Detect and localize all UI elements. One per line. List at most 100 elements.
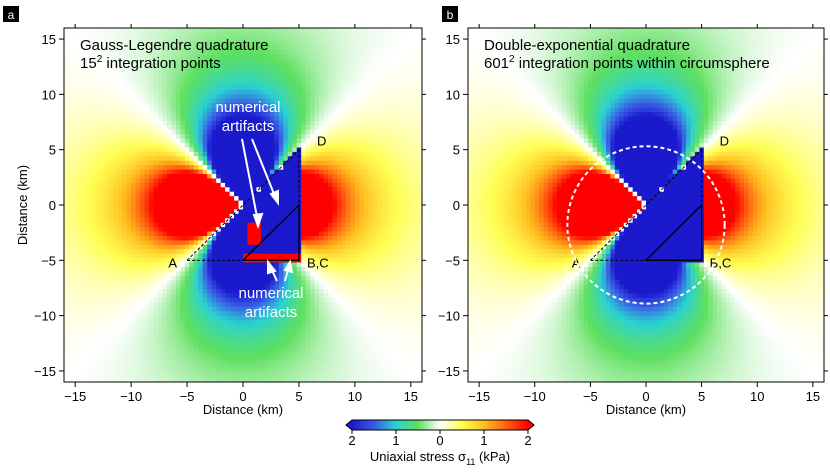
heatmap-cell (166, 156, 172, 162)
heatmap-cell (359, 138, 365, 144)
heatmap-cell (305, 280, 311, 286)
heatmap-cell (86, 129, 92, 135)
heatmap-cell (386, 58, 392, 64)
heatmap-cell (104, 187, 110, 193)
heatmap-cell (68, 235, 74, 241)
heatmap-cell (238, 76, 244, 82)
heatmap-cell (319, 227, 325, 233)
heatmap-cell (274, 103, 280, 109)
heatmap-cell (377, 297, 383, 303)
heatmap-cell (95, 103, 101, 109)
heatmap-cell (372, 72, 378, 78)
heatmap-cell (359, 67, 365, 73)
heatmap-cell (104, 174, 110, 180)
heatmap-cell (113, 222, 119, 228)
heatmap-cell (372, 174, 378, 180)
heatmap-cell (131, 196, 137, 202)
heatmap-cell (408, 160, 414, 166)
heatmap-cell (243, 32, 249, 38)
heatmap-cell (64, 222, 70, 228)
heatmap-cell (144, 235, 150, 241)
heatmap-cell (328, 191, 334, 197)
heatmap-cell (140, 129, 146, 135)
heatmap-cell (64, 76, 70, 82)
heatmap-cell (184, 266, 190, 272)
heatmap-cell (68, 89, 74, 95)
heatmap-cell (171, 138, 177, 144)
heatmap-cell (229, 271, 235, 277)
heatmap-cell (363, 134, 369, 140)
heatmap-cell (189, 227, 195, 233)
heatmap-cell (64, 249, 70, 255)
heatmap-cell (399, 293, 405, 299)
heatmap-cell (234, 81, 240, 87)
heatmap-cell (256, 182, 262, 188)
heatmap-cell (117, 297, 123, 303)
heatmap-cell (256, 262, 262, 268)
heatmap-cell (305, 85, 311, 91)
heatmap-cell (413, 249, 419, 255)
heatmap-cell (372, 147, 378, 153)
heatmap-cell (68, 262, 74, 268)
heatmap-cell (166, 94, 172, 100)
heatmap-cell (99, 169, 105, 175)
heatmap-cell (90, 297, 96, 303)
heatmap-cell (140, 94, 146, 100)
heatmap-cell (184, 58, 190, 64)
heatmap-cell (390, 213, 396, 219)
heatmap-cell (305, 116, 311, 122)
heatmap-cell (72, 262, 79, 268)
heatmap-cell (363, 143, 369, 149)
heatmap-cell (319, 67, 325, 73)
heatmap-cell (354, 72, 360, 78)
heatmap-cell (149, 156, 155, 162)
heatmap-cell (359, 297, 365, 303)
heatmap-cell (413, 89, 419, 95)
heatmap-cell (395, 209, 401, 215)
heatmap-cell (175, 271, 181, 277)
heatmap-cell (359, 169, 365, 175)
heatmap-cell (202, 103, 208, 109)
heatmap-cell (372, 297, 378, 303)
heatmap-cell (359, 205, 365, 211)
heatmap-cell (113, 266, 119, 272)
heatmap-cell (341, 231, 347, 237)
heatmap-cell (175, 125, 181, 131)
heatmap-cell (140, 54, 146, 60)
heatmap-cell (359, 209, 365, 215)
heatmap-cell (390, 147, 396, 153)
heatmap-cell (216, 81, 222, 87)
heatmap-cell (359, 107, 365, 113)
heatmap-cell (81, 36, 87, 42)
heatmap-cell (292, 58, 298, 64)
heatmap-cell (372, 249, 378, 255)
heatmap-cell (296, 58, 302, 64)
heatmap-cell (149, 134, 155, 140)
heatmap-cell (220, 244, 226, 250)
heatmap-cell (404, 187, 410, 193)
heatmap-cell (220, 67, 226, 73)
heatmap-cell (90, 151, 96, 157)
heatmap-cell (381, 54, 387, 60)
heatmap-cell (287, 244, 293, 250)
heatmap-cell (274, 205, 280, 211)
heatmap-cell (153, 266, 159, 272)
heatmap-cell (108, 187, 114, 193)
heatmap-cell (104, 182, 110, 188)
heatmap-cell (399, 116, 405, 122)
heatmap-cell (372, 196, 378, 202)
heatmap-cell (381, 120, 387, 126)
heatmap-cell (408, 213, 414, 219)
heatmap-cell (354, 205, 360, 211)
heatmap-cell (363, 76, 369, 82)
heatmap-cell (220, 156, 226, 162)
heatmap-cell (399, 165, 405, 171)
heatmap-cell (72, 266, 79, 272)
heatmap-cell (381, 107, 387, 113)
heatmap-cell (314, 249, 320, 255)
heatmap-cell (216, 297, 222, 303)
heatmap-cell (144, 143, 150, 149)
heatmap-cell (68, 187, 74, 193)
heatmap-cell (64, 129, 70, 135)
heatmap-cell (81, 218, 87, 224)
